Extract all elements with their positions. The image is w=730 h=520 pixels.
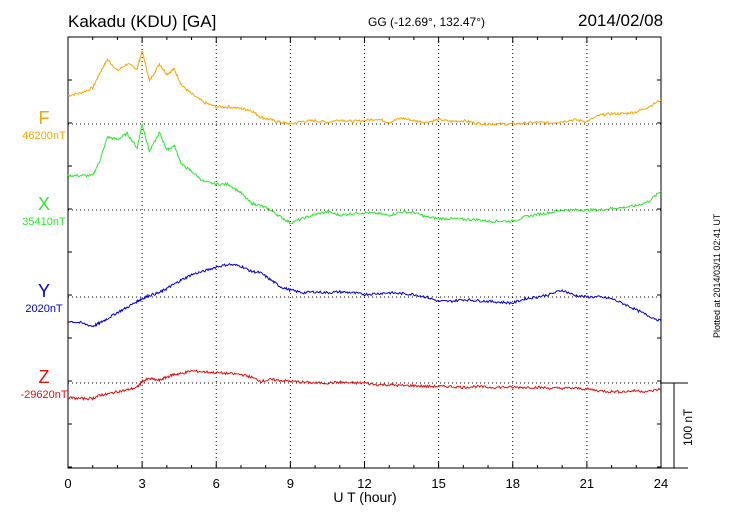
series-name: X (37, 194, 50, 214)
x-tick-label: 24 (654, 476, 668, 491)
vertical-gridlines (141, 37, 588, 468)
x-tick-label: 15 (431, 476, 445, 491)
x-tick-label: 6 (213, 476, 220, 491)
series-label-y: Y 2020nT (0, 281, 89, 316)
series-baseline: -29620nT (20, 389, 68, 401)
x-tick-label: 9 (287, 476, 294, 491)
series-label-z: Z -29620nT (0, 367, 89, 402)
x-tick-label: 12 (357, 476, 371, 491)
series-label-f: F 46200nT (0, 108, 89, 143)
series-baseline: 46200nT (22, 130, 66, 142)
station-title: Kakadu (KDU) [GA] (68, 12, 217, 31)
station-coordinates: GG (-12.69°, 132.47°) (368, 15, 485, 29)
x-axis-label: U T (hour) (333, 489, 397, 505)
series-line-y (67, 263, 662, 328)
series-line-f (67, 50, 662, 126)
x-tick-label: 21 (580, 476, 594, 491)
series-name: Y (37, 281, 50, 301)
chart-date: 2014/02/08 (578, 11, 664, 30)
series-baseline: 35410nT (22, 216, 66, 228)
x-tick-label: 18 (506, 476, 520, 491)
scale-bar (661, 382, 688, 469)
series-baseline: 2020nT (25, 303, 63, 315)
scale-bar-label: 100 nT (681, 408, 695, 446)
x-tick-label: 3 (139, 476, 146, 491)
series-label-x: X 35410nT (0, 194, 89, 229)
series-lines (67, 50, 662, 401)
series-name: Z (38, 367, 50, 387)
axis-ticks (67, 37, 662, 468)
plotted-timestamp: Plotted at 2014/03/11 02:41 UT (712, 213, 722, 338)
x-tick-label: 0 (64, 476, 71, 491)
x-tick-labels: 0 3 6 9 12 15 18 21 24 (64, 476, 668, 491)
series-name: F (38, 108, 50, 128)
series-line-z (67, 369, 662, 401)
series-line-x (67, 122, 662, 225)
